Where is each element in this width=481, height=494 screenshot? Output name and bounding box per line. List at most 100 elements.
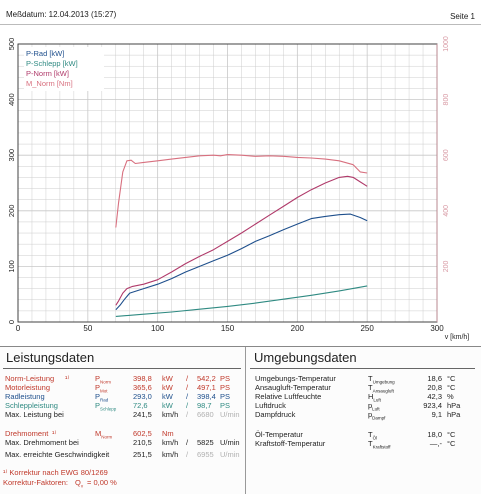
row-unit-secondary: PS (220, 374, 231, 383)
ambient-unit: hPa (447, 401, 461, 410)
y-tick-label-right: 600 (443, 149, 450, 161)
row-unit-primary: kW (162, 374, 173, 383)
row-symbol: MNorm (95, 429, 112, 442)
row-symbol-subscript: Rad (100, 397, 109, 403)
row-label: Max. Leistung bei (5, 410, 64, 419)
row-value-primary: 293,0 (133, 392, 152, 401)
row-value-primary: 210,5 (133, 438, 152, 447)
correction-factors-symbol: Qv (75, 478, 83, 491)
row-value-primary: 72,6 (133, 401, 148, 410)
row-value-primary: 398,8 (133, 374, 152, 383)
row-unit-secondary: U/min (220, 438, 240, 447)
footnote-mark: ¹⁾ (65, 374, 70, 383)
ambient-row: Dampfdruck pDampf 9,1 hPa (246, 410, 481, 421)
ambient-data-panel: Umgebungsdaten Umgebungs-Temperatur TUmge… (246, 347, 481, 494)
y-tick-label-left: 0 (7, 320, 16, 324)
ambient-row: Kraftstoff-Temperatur TKraftstoff —,- °C (246, 439, 481, 450)
ambient-unit: °C (447, 383, 456, 392)
row-symbol-letter: P (95, 383, 101, 392)
row-symbol: PMot (95, 383, 108, 396)
y-tick-label-left: 300 (7, 149, 16, 162)
row-value-secondary: 98,7 (197, 401, 212, 410)
row-unit-secondary: PS (220, 392, 231, 401)
legend-entry-1: P-Rad [kW] (26, 49, 64, 58)
ambient-unit: °C (447, 439, 456, 448)
ambient-unit: °C (447, 374, 456, 383)
row-label: Motorleistung (5, 383, 51, 392)
ambient-value: 18,0 (427, 430, 442, 439)
ambient-symbol: HLuft (368, 392, 381, 405)
row-unit-primary: kW (162, 401, 173, 410)
ambient-row: Umgebungs-Temperatur TUmgebung 18,6 °C (246, 374, 481, 385)
performance-row: Max. Drehmoment bei 210,5 km/h / 5825 U/min (0, 438, 245, 447)
x-tick-label: 300 (430, 324, 444, 333)
legend-background (24, 47, 104, 91)
row-symbol-subscript: Mot (100, 388, 108, 394)
row-label: Max. erreichte Geschwindigkeit (5, 450, 110, 459)
ambient-value: —,- (429, 439, 442, 448)
row-separator: / (186, 410, 189, 419)
row-value-secondary: 542,2 (197, 374, 216, 383)
series-line-2 (115, 285, 368, 317)
ambient-data-divider (250, 368, 475, 369)
ambient-symbol-letter: T (368, 383, 373, 392)
performance-row: Motorleistung PMot 365,6 kW / 497,1 PS (0, 383, 245, 394)
ambient-value: 42,3 (427, 392, 442, 401)
ambient-symbol-letter: T (368, 430, 373, 439)
y-tick-label-left: 100 (7, 260, 16, 273)
performance-row: Max. erreichte Geschwindigkeit 251,5 km/h /… (0, 450, 245, 459)
ambient-row: Luftdruck pLuft 923,4 hPa (246, 401, 481, 412)
row-unit-primary: Nm (162, 429, 174, 438)
row-unit-primary: kW (162, 392, 173, 401)
row-value-secondary: 5825 (197, 438, 214, 447)
ambient-symbol-letter: T (368, 374, 373, 383)
row-unit-primary: km/h (162, 438, 179, 447)
row-symbol: PNorm (95, 374, 111, 387)
x-tick-label: 250 (360, 324, 374, 333)
legend-entry-2: P-Schlepp [kW] (26, 59, 78, 68)
row-value-primary: 251,5 (133, 450, 152, 459)
correction-factors-symbol-letter: Q (75, 478, 81, 487)
y-tick-label-right: 1000 (443, 36, 450, 52)
ambient-row: Relative Luftfeuchte HLuft 42,3% (246, 392, 481, 403)
y-tick-label-left: 400 (7, 93, 16, 106)
series-line-3 (115, 175, 368, 306)
row-value-primary: 365,6 (133, 383, 152, 392)
legend-entry-3: P-Norm [kW] (26, 69, 69, 78)
ambient-symbol-subscript: Luft (373, 397, 381, 403)
ambient-symbol-subscript: Ansaugluft (372, 388, 394, 394)
ambient-row: Öl-Temperatur TÖl 18,0 °C (246, 430, 481, 441)
performance-row: Max. Leistung bei 241,5 km/h / 6680 U/min (0, 410, 245, 419)
y-tick-label-right: 800 (443, 94, 450, 106)
ambient-label: Luftdruck (255, 401, 286, 410)
ambient-symbol: TÖl (368, 430, 377, 443)
y-tick-label-left: 500 (7, 38, 16, 51)
series-line-1 (115, 213, 368, 311)
ambient-label: Relative Luftfeuchte (255, 392, 322, 401)
performance-data-divider (3, 368, 241, 369)
ambient-symbol: TAnsaugluft (368, 383, 394, 396)
row-unit-primary: km/h (162, 450, 179, 459)
page-number: Seite 1 (450, 12, 475, 21)
ambient-data-title: Umgebungsdaten (254, 350, 357, 365)
chart-legend: P-Rad [kW]P-Schlepp [kW]P-Norm [kW]M_Nor… (24, 47, 104, 91)
row-unit-secondary: PS (220, 383, 231, 392)
row-unit-secondary: U/min (220, 450, 240, 459)
ambient-symbol-letter: p (368, 410, 373, 419)
performance-data-panel: Leistungsdaten Norm-Leistung ¹⁾ PNorm 398,8… (0, 347, 246, 494)
x-tick-label: 50 (83, 324, 92, 333)
ambient-label: Ansaugluft-Temperatur (255, 383, 331, 392)
ambient-symbol-subscript: Kraftstoff (372, 444, 391, 450)
row-symbol-subscript: Norm (101, 434, 113, 440)
ambient-symbol-letter: p (368, 401, 373, 410)
ambient-value: 9,1 (431, 410, 442, 419)
ambient-symbol-subscript: Umgebung (372, 379, 395, 385)
correction-factors-symbol-subscript: v (80, 483, 84, 489)
row-symbol-subscript: Schlepp (100, 406, 117, 412)
performance-data-title: Leistungsdaten (6, 350, 95, 365)
ambient-unit: hPa (447, 410, 461, 419)
series-line-4 (115, 154, 368, 228)
ambient-symbol: TUmgebung (368, 374, 395, 387)
ambient-symbol-subscript: Luft (372, 406, 380, 412)
